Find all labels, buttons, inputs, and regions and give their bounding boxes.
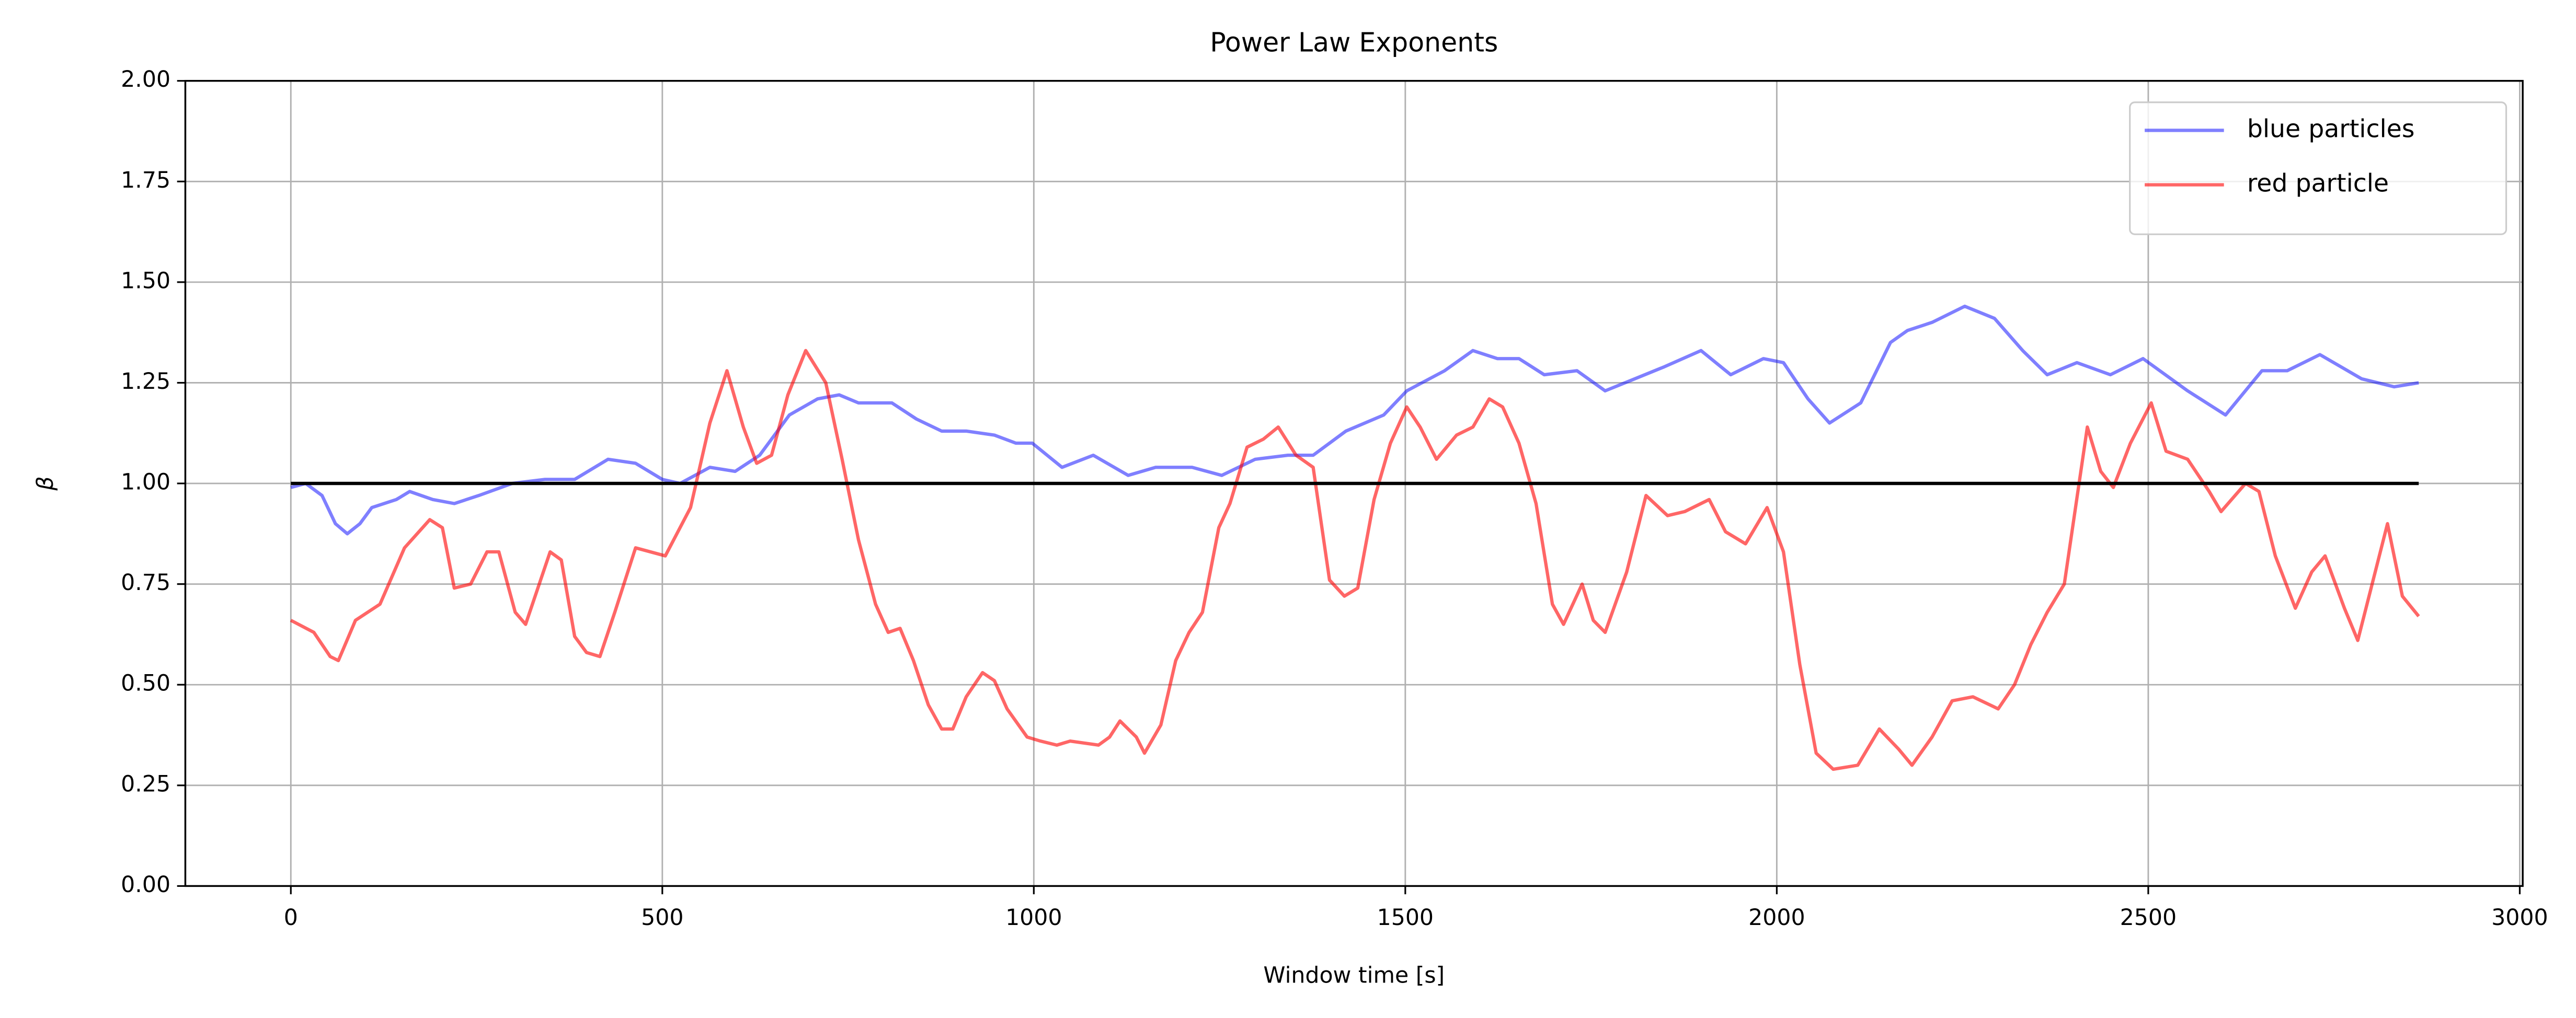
y-tick-label: 0.75 [121, 570, 170, 596]
x-axis-label: Window time [s] [1263, 963, 1445, 989]
series-line [290, 304, 2419, 536]
chart-title: Power Law Exponents [1210, 27, 1498, 58]
legend: blue particles red particle [2129, 101, 2508, 235]
y-tick-label: 2.00 [121, 66, 170, 92]
y-tick-label: 1.75 [121, 167, 170, 193]
legend-label: blue particles [2247, 114, 2415, 143]
y-tick-label: 0.50 [121, 670, 170, 697]
y-tick-label: 1.25 [121, 368, 170, 395]
y-axis-label: β [32, 476, 59, 491]
x-tick-label: 500 [641, 905, 683, 931]
y-tick-label: 1.50 [121, 268, 170, 294]
y-tick-label: 0.25 [121, 771, 170, 797]
series-line [290, 349, 2420, 771]
x-tick-label: 2000 [1748, 905, 1805, 931]
x-tick-label: 0 [284, 905, 298, 931]
legend-label: red particle [2247, 169, 2389, 198]
plot-frame [184, 79, 2524, 887]
x-tick-label: 1000 [1005, 905, 1062, 931]
x-tick-label: 1500 [1377, 905, 1434, 931]
y-tick-label: 0.00 [121, 872, 170, 898]
legend-box [2129, 101, 2508, 235]
x-tick-label: 2500 [2120, 905, 2177, 931]
y-tick-label: 1.00 [121, 469, 170, 495]
x-tick-label: 3000 [2491, 905, 2548, 931]
